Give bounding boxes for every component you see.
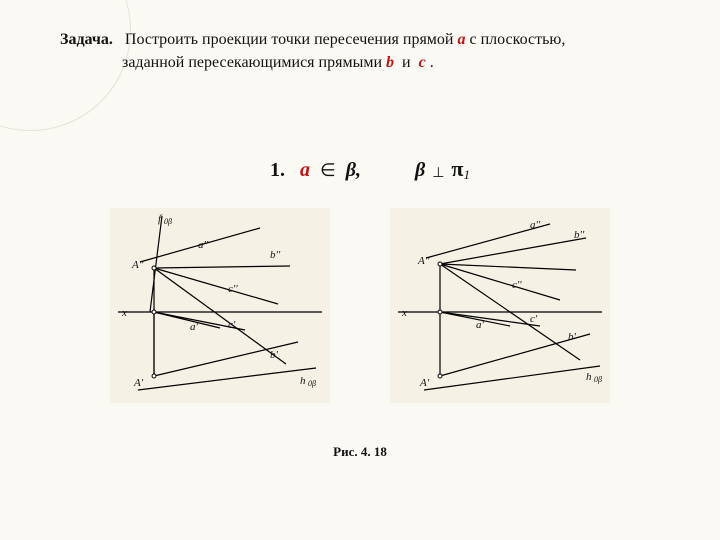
diagram-right: a'' b'' c'' x A'' a' c' b' A' h 0β: [390, 208, 610, 403]
lbl-c2: c'': [228, 283, 238, 295]
lbl-hr-sub: 0β: [594, 375, 602, 384]
step-beta2: β: [415, 159, 425, 181]
lbl-xr: x: [401, 307, 407, 319]
perp-icon: ⊥: [430, 166, 446, 181]
lbl-b1: b': [270, 349, 279, 361]
lbl-x: x: [121, 307, 127, 319]
lbl-hr: h: [586, 371, 592, 383]
task-line2-prefix: заданной пересекающимися прямыми: [122, 54, 382, 71]
step-num: 1.: [270, 159, 285, 181]
task-label: Задача.: [60, 31, 113, 48]
lbl-c1: c': [228, 319, 236, 331]
lbl-a2r: a'': [530, 219, 541, 231]
lbl-b2: b'': [270, 249, 281, 261]
task-block: Задача. Построить проекции точки пересеч…: [60, 28, 680, 74]
lbl-A2: A'': [131, 259, 144, 271]
slide-page: Задача. Построить проекции точки пересеч…: [0, 0, 720, 540]
lbl-a1: a': [190, 321, 199, 333]
step-line: 1. a ∈ β, β ⊥ π1: [60, 156, 680, 182]
lbl-h: h: [300, 375, 306, 387]
task-c: с: [419, 54, 426, 71]
task-and: и: [402, 54, 411, 71]
task-text: Построить проекции точки пересечения пря…: [60, 31, 565, 71]
lbl-b2r: b'': [574, 229, 585, 241]
lbl-f: f: [158, 213, 163, 225]
element-of-icon: ∈: [320, 160, 336, 180]
step-pi-sub: 1: [463, 167, 470, 182]
task-b: b: [386, 54, 394, 71]
figure-caption: Рис. 4. 18: [0, 444, 720, 460]
task-line1-suffix: с плоскостью,: [470, 31, 566, 48]
lbl-b1r: b': [568, 331, 577, 343]
step-beta: β,: [346, 159, 361, 181]
step-pi: π: [451, 156, 463, 181]
task-a: а: [458, 31, 466, 48]
diagrams-row: f 0β a'' b'' c'' x A'' a' c' b' A' h 0β: [0, 208, 720, 403]
lbl-A1r: A': [419, 377, 430, 389]
lbl-a1r: a': [476, 319, 485, 331]
lbl-A1: A': [133, 377, 144, 389]
lbl-c2r: c'': [512, 279, 522, 291]
lbl-h-sub: 0β: [308, 379, 316, 388]
lbl-f-sub: 0β: [164, 217, 172, 226]
diagram-left: f 0β a'' b'' c'' x A'' a' c' b' A' h 0β: [110, 208, 330, 403]
lbl-A2r: A'': [417, 255, 430, 267]
task-line1-prefix: Построить проекции точки пересечения пря…: [125, 31, 454, 48]
step-a: a: [300, 159, 310, 181]
lbl-c1r: c': [530, 313, 538, 325]
task-tail: .: [430, 54, 434, 71]
lbl-a2: a'': [198, 239, 209, 251]
